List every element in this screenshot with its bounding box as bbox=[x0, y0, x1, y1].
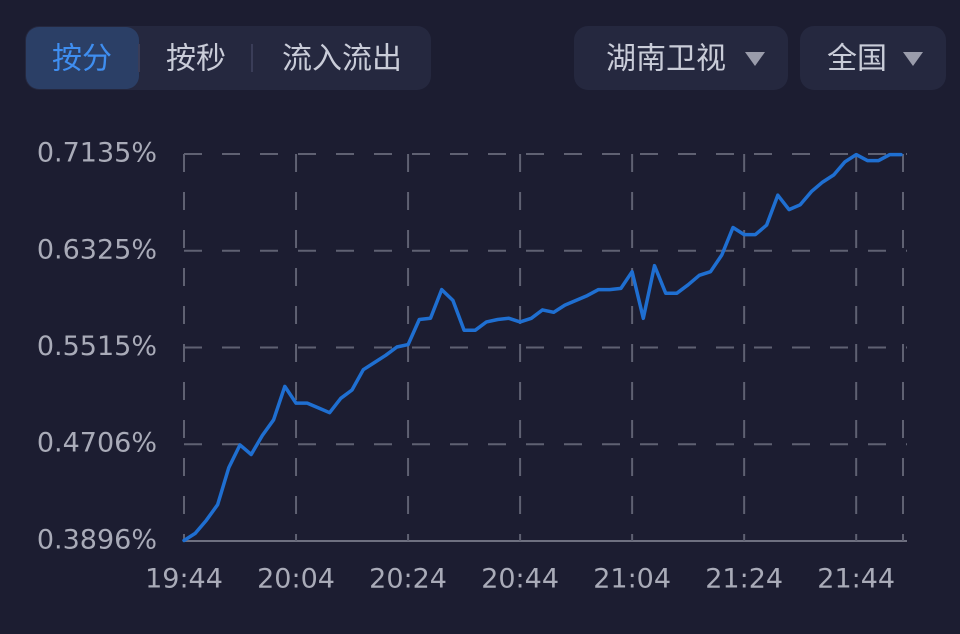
y-tick-label: 0.7135% bbox=[37, 138, 157, 169]
y-tick-label: 0.3896% bbox=[37, 525, 157, 556]
x-tick-label: 20:04 bbox=[257, 564, 335, 595]
x-tick-label: 21:24 bbox=[705, 564, 783, 595]
x-tick-label: 19:44 bbox=[145, 564, 223, 595]
y-tick-label: 0.4706% bbox=[37, 428, 157, 459]
x-tick-label: 20:44 bbox=[481, 564, 559, 595]
line bbox=[182, 152, 903, 543]
y-tick-label: 0.6325% bbox=[37, 234, 157, 265]
dropdown-label[interactable]: 全国 bbox=[827, 42, 887, 77]
active-tab-bg bbox=[26, 27, 139, 89]
dropdown-box bbox=[574, 26, 788, 90]
tab[interactable]: 流入流出 bbox=[282, 42, 402, 77]
dropdown-arrow bbox=[903, 52, 923, 66]
dropdown-label[interactable]: 湖南卫视 bbox=[606, 42, 726, 77]
dropdown-box bbox=[800, 26, 946, 90]
x-tick-label: 21:44 bbox=[817, 564, 895, 595]
x-tick-label: 21:04 bbox=[593, 564, 671, 595]
tab[interactable]: 按秒 bbox=[166, 42, 226, 77]
tab[interactable]: 按分 bbox=[52, 42, 112, 77]
x-tick-label: 20:24 bbox=[369, 564, 447, 595]
y-tick-label: 0.5515% bbox=[37, 331, 157, 362]
dropdown-arrow bbox=[745, 52, 765, 66]
